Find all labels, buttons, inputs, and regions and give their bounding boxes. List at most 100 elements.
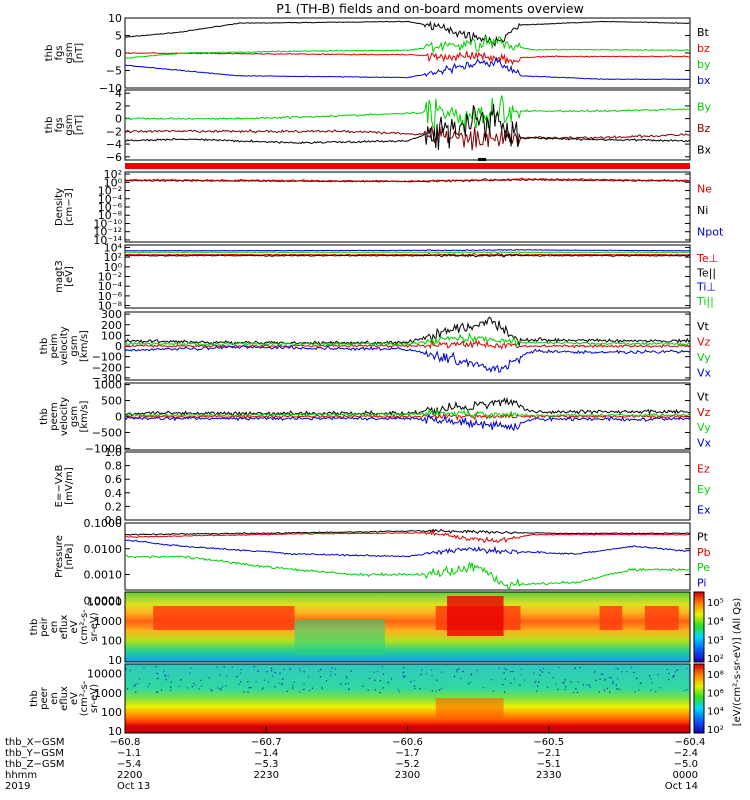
electron-noise-dot: [594, 671, 596, 673]
y-axis-label: eV: [69, 692, 80, 705]
electron-noise-dot: [612, 680, 614, 682]
x-row-value: Oct 14: [665, 781, 698, 792]
y-axis-label: Pressure: [54, 535, 65, 578]
electron-noise-dot: [286, 690, 288, 693]
electron-noise-dot: [257, 670, 259, 672]
legend-Npot: Npot: [697, 225, 724, 238]
electron-noise-dot: [289, 668, 291, 670]
electron-noise-dot: [535, 690, 538, 692]
electron-noise-dot: [558, 666, 560, 669]
electron-noise-dot: [340, 683, 342, 685]
legend-Pb: Pb: [697, 546, 711, 559]
electron-noise-dot: [588, 684, 590, 687]
electron-noise-dot: [350, 670, 352, 672]
electron-noise-dot: [279, 672, 281, 674]
y-tick-label: −200: [92, 361, 122, 374]
electron-noise-dot: [303, 688, 305, 690]
electron-noise-dot: [634, 691, 636, 693]
electron-noise-dot: [271, 675, 274, 677]
electron-noise-dot: [239, 672, 242, 674]
panel-frame-fgs2: [124, 89, 691, 161]
series-bt: [124, 20, 691, 48]
electron-noise-dot: [247, 691, 249, 693]
electron-noise-dot: [126, 688, 129, 690]
electron-noise-dot: [157, 677, 159, 680]
electron-noise-dot: [321, 687, 323, 689]
electron-noise-dot: [299, 691, 301, 693]
electron-noise-dot: [170, 681, 172, 683]
x-row-value: −60.5: [533, 737, 564, 748]
electron-noise-dot: [541, 671, 544, 673]
series-bz: [124, 51, 691, 66]
electron-noise-dot: [683, 690, 685, 692]
electron-noise-dot: [410, 681, 412, 683]
electron-noise-dot: [155, 691, 158, 693]
electron-noise-dot: [650, 689, 652, 691]
legend-Te⊥: Te⊥: [696, 252, 718, 265]
series-peim-vt: [124, 316, 691, 346]
figure-title: P1 (TH-B) fields and on-board moments ov…: [276, 1, 584, 16]
electron-noise-dot: [413, 685, 416, 687]
series-pi: [124, 539, 691, 558]
colorbars-group: 10⁵ 10⁴ 10³ 10² 10⁸ 10⁶ 10⁴ 10² [eV/(cm²-s-sr-eV…: [693, 591, 743, 736]
x-row-value: −1.7: [395, 748, 419, 759]
electron-noise-dot: [390, 678, 393, 680]
electron-noise-dot: [178, 685, 180, 688]
y-tick-label: 10⁻²: [98, 185, 122, 198]
electron-noise-dot: [420, 673, 422, 676]
electron-noise-dot: [362, 685, 364, 687]
electron-noise-dot: [539, 669, 542, 671]
electron-noise-dot: [431, 669, 433, 671]
electron-noise-dot: [292, 684, 294, 686]
colorbar-label: [eV/(cm²-s-sr-eV)] (All Qs): [732, 598, 743, 727]
y-axis-label: E=−VxB: [54, 465, 65, 508]
electron-noise-dot: [673, 674, 675, 676]
y-tick-label: 0.0: [105, 514, 123, 527]
electron-noise-dot: [387, 681, 389, 684]
ion-spectrogram-frame: [124, 591, 691, 663]
colorbar-tick: 10²: [707, 725, 724, 736]
electron-noise-dot: [308, 689, 310, 692]
y-tick-label: 100: [101, 329, 122, 342]
electron-noise-dot: [160, 689, 163, 691]
ion-flux-patch: [294, 620, 385, 655]
series-peim-vx: [124, 345, 691, 374]
electron-noise-dot: [374, 679, 376, 681]
electron-noise-dot: [236, 675, 238, 678]
electron-noise-dot: [231, 666, 233, 668]
electron-noise-dot: [659, 687, 662, 689]
y-axis-label: peem: [49, 402, 60, 430]
electron-noise-dot: [279, 682, 281, 684]
electron-noise-dot: [402, 675, 404, 677]
legend-Bt: Bt: [697, 26, 710, 39]
y-axis-label: sr-eV): [89, 684, 100, 713]
y-tick-label: 1000: [94, 379, 122, 392]
electron-noise-dot: [334, 673, 336, 676]
y-tick-label: 0.2: [105, 500, 123, 513]
series-peim-vy: [124, 333, 691, 348]
electron-noise-dot: [586, 683, 588, 686]
x-row-value: 2230: [254, 770, 279, 781]
electron-noise-dot: [374, 689, 376, 691]
y-axis-label: sr-eV): [89, 612, 100, 641]
legend-Ne: Ne: [697, 183, 712, 196]
electron-noise-dot: [555, 683, 557, 685]
colorbar-tick: 10⁴: [707, 617, 724, 628]
series-peim-vz: [124, 338, 691, 350]
legend-bz: bz: [697, 42, 710, 55]
electron-noise-dot: [253, 666, 255, 668]
y-tick-label: 10: [108, 725, 122, 738]
electron-noise-dot: [293, 681, 295, 683]
electron-noise-dot: [431, 675, 433, 677]
electron-noise-dot: [557, 688, 559, 690]
x-row-value: Oct 13: [117, 781, 150, 792]
series-Bx: [124, 104, 691, 151]
electron-noise-dot: [299, 667, 301, 669]
electron-noise-dot: [582, 684, 584, 686]
y-tick-label: 10⁻⁸: [98, 209, 123, 222]
electron-noise-dot: [534, 681, 536, 683]
series-pb: [124, 529, 691, 544]
electron-noise-dot: [404, 675, 406, 677]
electron-noise-dot: [201, 685, 203, 687]
electron-noise-dot: [382, 687, 384, 689]
